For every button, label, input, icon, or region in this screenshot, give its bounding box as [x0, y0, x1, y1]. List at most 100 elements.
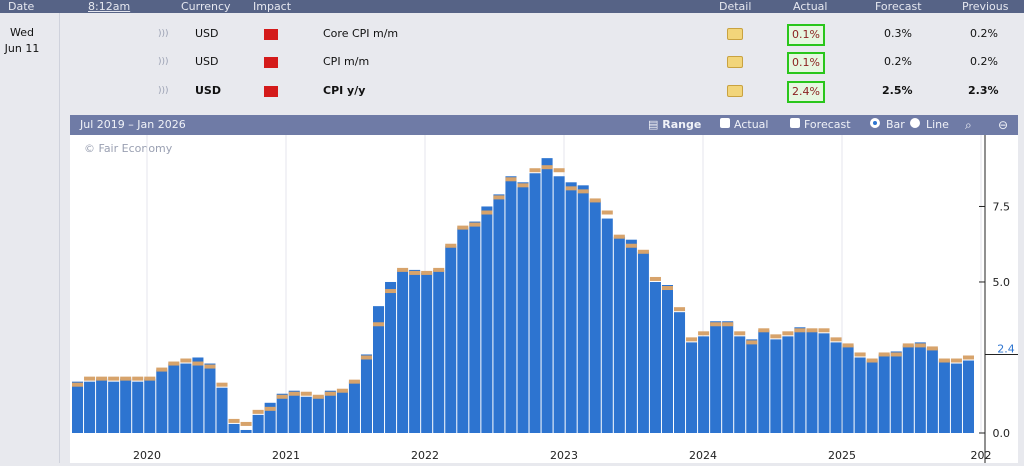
forecast-checkbox[interactable] — [790, 118, 800, 128]
bar-actual — [830, 342, 842, 433]
bar-actual — [324, 390, 336, 433]
bar-actual — [360, 354, 372, 433]
bar-actual — [216, 387, 228, 433]
forecast-value: 2.5% — [882, 84, 913, 97]
bar-actual — [348, 381, 360, 433]
bar-actual — [312, 396, 324, 433]
bar-forecast-marker — [180, 358, 192, 363]
bar-actual — [409, 269, 421, 433]
bar-forecast-marker — [505, 177, 517, 182]
bar-forecast-marker — [830, 337, 842, 342]
actual-checkbox[interactable] — [720, 118, 730, 128]
event-title[interactable]: CPI m/m — [323, 55, 370, 68]
bar-actual — [433, 269, 445, 433]
header-time-link[interactable]: 8:12am — [88, 0, 131, 13]
high-impact-icon — [264, 86, 278, 97]
bar-actual — [240, 429, 252, 433]
bar-forecast-marker — [938, 358, 950, 363]
bar-forecast-marker — [493, 195, 505, 200]
event-row[interactable]: ))) USD Core CPI m/m 0.1% 0.3% 0.2% — [61, 20, 1024, 49]
bar-radio[interactable] — [870, 118, 880, 128]
sound-icon: ))) — [158, 86, 169, 96]
bar-actual — [517, 182, 529, 433]
bar-actual — [72, 381, 84, 433]
bar-forecast-marker — [661, 286, 673, 291]
bar-forecast-marker — [108, 376, 120, 381]
bar-actual — [493, 194, 505, 433]
magnifier-icon[interactable]: ⌕ — [965, 118, 972, 132]
bar-actual — [866, 360, 878, 433]
bar-forecast-marker — [96, 376, 108, 381]
bar-forecast-marker — [722, 322, 734, 327]
forecast-checkbox-label[interactable]: Forecast — [804, 118, 851, 131]
bar-forecast-marker — [385, 289, 397, 294]
actual-checkbox-label[interactable]: Actual — [734, 118, 769, 131]
bar-actual — [469, 221, 481, 433]
y-tick-label: 7.5 — [993, 200, 1011, 213]
bar-actual — [649, 281, 661, 433]
bar-forecast-marker — [240, 421, 252, 426]
header-actual: Actual — [793, 0, 828, 13]
bar-actual — [613, 236, 625, 433]
bar-actual — [481, 206, 493, 433]
bar-actual — [144, 378, 156, 433]
actual-value: 0.1% — [787, 52, 825, 74]
x-tick-label: 2023 — [550, 449, 578, 462]
bar-forecast-marker — [409, 270, 421, 275]
bar-actual — [385, 281, 397, 433]
bar-forecast-marker — [192, 361, 204, 366]
bar-actual — [300, 396, 312, 433]
bar-actual — [746, 339, 758, 433]
bar-actual — [854, 357, 866, 433]
event-row-selected[interactable]: ))) USD CPI y/y 2.4% 2.5% 2.3% — [61, 77, 1024, 106]
bar-actual — [794, 327, 806, 433]
bar-forecast-marker — [637, 249, 649, 254]
bar-forecast-marker — [156, 367, 168, 372]
line-radio[interactable] — [910, 118, 920, 128]
bar-actual — [529, 173, 541, 433]
header-previous: Previous — [962, 0, 1009, 13]
bar-forecast-marker — [312, 394, 324, 399]
x-tick-label: 2025 — [828, 449, 856, 462]
bar-actual — [192, 357, 204, 433]
bar-forecast-marker — [842, 343, 854, 348]
event-row[interactable]: ))) USD CPI m/m 0.1% 0.2% 0.2% — [61, 48, 1024, 77]
range-button[interactable]: ▤ Range — [648, 118, 702, 131]
bar-actual — [565, 182, 577, 433]
bar-forecast-marker — [324, 391, 336, 396]
header-detail: Detail — [719, 0, 752, 13]
bar-actual — [625, 239, 637, 433]
watermark: © Fair Economy — [84, 142, 173, 155]
bar-radio-label[interactable]: Bar — [886, 118, 905, 131]
bar-actual — [252, 414, 264, 433]
event-title[interactable]: CPI y/y — [323, 84, 366, 97]
detail-folder-icon[interactable] — [727, 85, 743, 97]
bar-forecast-marker — [132, 376, 144, 381]
bar-actual — [710, 321, 722, 433]
bar-forecast-marker — [457, 225, 469, 230]
detail-folder-icon[interactable] — [727, 28, 743, 40]
bar-actual — [132, 381, 144, 433]
header-forecast: Forecast — [875, 0, 922, 13]
bar-forecast-marker — [168, 361, 180, 366]
event-title[interactable]: Core CPI m/m — [323, 27, 399, 40]
bar-actual — [758, 330, 770, 433]
bar-actual — [553, 176, 565, 433]
zoom-out-icon[interactable]: ⊖ — [998, 118, 1009, 132]
bar-forecast-marker — [601, 210, 613, 215]
bar-actual — [926, 348, 938, 433]
day-weekday: Wed — [10, 26, 34, 39]
table-header: Date 8:12am Currency Impact Detail Actua… — [0, 0, 1024, 13]
bar-actual — [818, 333, 830, 433]
bar-actual — [890, 351, 902, 433]
bar-actual — [722, 321, 734, 433]
bar-actual — [228, 423, 240, 433]
bar-actual — [276, 393, 288, 433]
detail-folder-icon[interactable] — [727, 56, 743, 68]
x-tick-label: 2020 — [133, 449, 161, 462]
line-radio-label[interactable]: Line — [926, 118, 949, 131]
bar-forecast-marker — [902, 343, 914, 348]
bar-forecast-marker — [72, 382, 84, 387]
forecast-value: 0.3% — [884, 27, 912, 40]
chart-area: © Fair Economy 2020 2021 2022 2023 2024 2025 2… — [70, 135, 1018, 463]
